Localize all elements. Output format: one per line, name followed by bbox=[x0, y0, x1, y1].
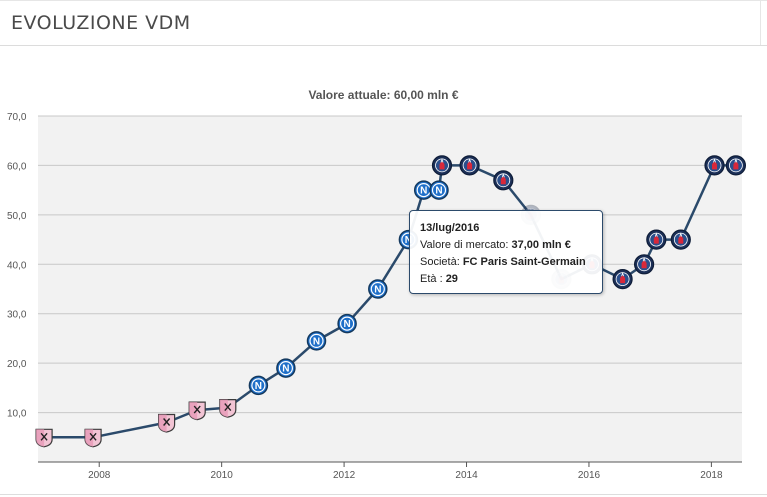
y-tick-label: 60,0 bbox=[7, 161, 27, 172]
data-point-psg-crest-icon[interactable] bbox=[646, 229, 667, 250]
data-point-psg-crest-icon[interactable] bbox=[612, 269, 633, 290]
header-right-border bbox=[760, 0, 761, 46]
tooltip-club-row: Società: FC Paris Saint-Germain bbox=[420, 254, 592, 271]
svg-text:N: N bbox=[405, 235, 412, 246]
y-tick-label: 50,0 bbox=[7, 211, 27, 222]
data-point-psg-crest-icon[interactable] bbox=[670, 229, 691, 250]
tooltip-age-row: Età : 29 bbox=[420, 271, 592, 288]
top-border bbox=[0, 0, 767, 1]
bottom-border bbox=[0, 494, 767, 495]
data-point-psg-crest-icon[interactable] bbox=[725, 155, 747, 176]
data-point-psg-crest-icon[interactable] bbox=[431, 155, 453, 176]
tooltip-date: 13/lug/2016 bbox=[420, 222, 480, 234]
tooltip-market-value-label: Valore di mercato: bbox=[420, 239, 509, 251]
data-point-napoli-crest-icon[interactable]: N bbox=[306, 331, 327, 351]
tooltip-market-value: 37,00 mln € bbox=[511, 239, 571, 251]
tooltip-club-label: Società: bbox=[420, 256, 460, 268]
panel-title: EVOLUZIONE VDM bbox=[11, 12, 191, 34]
data-point-napoli-crest-icon[interactable]: N bbox=[337, 313, 357, 334]
data-point-palermo-crest-icon[interactable] bbox=[188, 401, 206, 421]
plot-area bbox=[38, 116, 742, 462]
svg-text:N: N bbox=[313, 337, 320, 348]
data-point-palermo-crest-icon[interactable] bbox=[35, 428, 53, 448]
title-divider bbox=[0, 45, 767, 46]
svg-text:N: N bbox=[420, 186, 427, 197]
data-point-tooltip: 13/lug/2016 Valore di mercato: 37,00 mln… bbox=[409, 210, 603, 294]
x-tick-label: 2018 bbox=[700, 470, 723, 481]
svg-text:N: N bbox=[282, 364, 289, 375]
data-point-palermo-crest-icon[interactable] bbox=[219, 399, 237, 418]
data-point-psg-crest-icon[interactable] bbox=[459, 155, 480, 176]
svg-text:N: N bbox=[374, 285, 381, 296]
x-tick-label: 2014 bbox=[455, 470, 478, 481]
x-tick-label: 2016 bbox=[578, 470, 601, 481]
y-tick-label: 20,0 bbox=[7, 359, 27, 370]
x-tick-label: 2012 bbox=[333, 470, 356, 481]
data-point-palermo-crest-icon[interactable] bbox=[84, 428, 102, 448]
data-point-psg-crest-icon[interactable] bbox=[633, 254, 655, 275]
tooltip-club: FC Paris Saint-Germain bbox=[462, 256, 586, 268]
x-tick-label: 2010 bbox=[211, 470, 234, 481]
data-point-napoli-crest-icon[interactable]: N bbox=[248, 375, 269, 396]
y-tick-label: 10,0 bbox=[7, 409, 27, 420]
chart-title: Valore attuale: 60,00 mln € bbox=[308, 88, 459, 102]
tooltip-age-label: Età : bbox=[420, 273, 443, 285]
data-point-napoli-crest-icon[interactable]: N bbox=[368, 279, 388, 299]
data-point-psg-crest-icon[interactable] bbox=[704, 155, 725, 176]
data-point-palermo-crest-icon[interactable] bbox=[158, 413, 176, 433]
x-tick-label: 2008 bbox=[88, 470, 111, 481]
data-point-napoli-crest-icon[interactable]: N bbox=[276, 358, 296, 378]
svg-text:N: N bbox=[343, 319, 350, 330]
svg-text:N: N bbox=[255, 381, 262, 392]
data-point-psg-crest-icon[interactable] bbox=[493, 170, 514, 191]
svg-text:N: N bbox=[435, 186, 442, 197]
y-tick-label: 70,0 bbox=[7, 112, 27, 123]
y-tick-label: 40,0 bbox=[7, 260, 27, 271]
data-point-napoli-crest-icon[interactable]: N bbox=[429, 180, 449, 200]
tooltip-age: 29 bbox=[445, 273, 458, 285]
y-tick-label: 30,0 bbox=[7, 310, 27, 321]
tooltip-market-value-row: Valore di mercato: 37,00 mln € bbox=[420, 237, 592, 254]
